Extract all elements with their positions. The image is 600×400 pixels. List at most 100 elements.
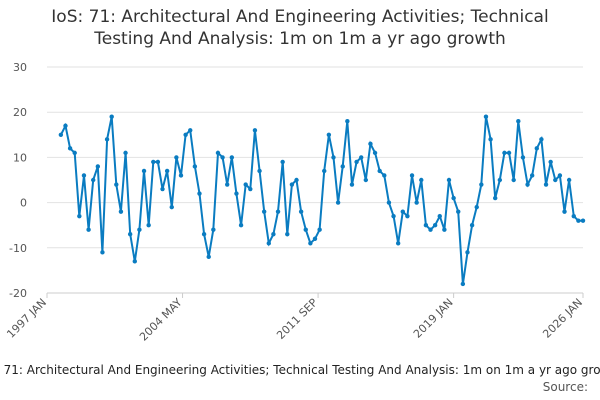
point: [67, 146, 73, 151]
point: [132, 259, 137, 264]
point: [474, 204, 479, 210]
point: [446, 177, 452, 183]
point: [275, 209, 281, 214]
y-tick-label: -20: [9, 287, 27, 300]
point: [211, 227, 216, 232]
point: [188, 128, 193, 133]
point: [395, 241, 401, 246]
point: [349, 182, 355, 187]
point: [86, 227, 91, 232]
point: [539, 137, 544, 142]
point: [525, 182, 530, 187]
point: [308, 241, 313, 246]
point: [58, 132, 64, 137]
point: [529, 173, 535, 178]
point: [432, 223, 438, 228]
point: [331, 155, 336, 160]
point: [502, 150, 507, 156]
y-tick-label: 10: [13, 151, 27, 164]
point: [382, 173, 387, 178]
point: [192, 164, 198, 169]
y-tick-label: 20: [13, 106, 27, 119]
series-line: [60, 116, 583, 285]
point: [405, 213, 410, 219]
point: [437, 213, 442, 219]
point: [229, 155, 235, 160]
point: [303, 227, 308, 232]
point: [326, 132, 332, 137]
point: [155, 159, 161, 165]
x-tick-label: 2019 JAN: [411, 296, 456, 341]
x-tick-label: 2004 MAY: [137, 296, 185, 344]
point: [151, 159, 156, 165]
point: [516, 119, 521, 124]
point: [118, 209, 124, 214]
point: [95, 164, 101, 169]
point: [174, 155, 179, 160]
point: [566, 177, 572, 183]
point: [465, 250, 470, 255]
x-tick-label: 2026 JAN: [540, 296, 585, 341]
point: [576, 218, 581, 223]
point: [146, 223, 151, 228]
point: [289, 182, 295, 187]
point: [312, 236, 318, 241]
point: [520, 155, 526, 160]
point: [580, 218, 586, 223]
point: [261, 209, 267, 214]
point: [100, 250, 105, 255]
point: [317, 227, 322, 232]
point: [123, 150, 128, 156]
y-tick-label: 30: [13, 61, 27, 74]
point: [280, 159, 285, 165]
point: [553, 177, 558, 183]
point: [257, 168, 262, 174]
point: [206, 254, 211, 260]
point: [160, 186, 165, 192]
point: [419, 177, 424, 183]
point: [164, 168, 170, 174]
point: [543, 182, 549, 187]
point: [391, 213, 396, 219]
point: [363, 177, 369, 183]
point: [469, 223, 475, 228]
point: [294, 177, 299, 183]
point: [322, 168, 327, 174]
point: [335, 200, 341, 205]
point: [104, 137, 110, 142]
point: [298, 209, 304, 214]
x-tick-label: 2011 SEP: [274, 296, 320, 342]
point: [488, 137, 493, 142]
point: [141, 168, 147, 174]
point: [423, 223, 429, 228]
point: [571, 213, 576, 219]
point: [178, 173, 184, 178]
point: [456, 209, 461, 214]
point: [562, 209, 567, 214]
x-tick-label: 1997 JAN: [4, 296, 49, 341]
point: [201, 232, 207, 237]
point: [483, 114, 489, 119]
point: [137, 227, 142, 232]
point: [479, 182, 484, 187]
point: [271, 232, 276, 237]
point: [215, 150, 221, 156]
point: [506, 150, 512, 156]
point: [497, 177, 503, 183]
point: [169, 204, 174, 210]
point: [557, 173, 563, 178]
point: [91, 177, 96, 183]
point: [340, 164, 345, 169]
point: [77, 213, 82, 219]
point: [377, 168, 382, 174]
point: [197, 191, 202, 196]
point: [72, 150, 77, 156]
point: [266, 241, 271, 246]
point: [345, 119, 350, 124]
point: [183, 132, 188, 137]
point: [400, 209, 405, 214]
point: [534, 146, 539, 151]
y-tick-label: -10: [9, 242, 27, 255]
point: [548, 159, 553, 165]
